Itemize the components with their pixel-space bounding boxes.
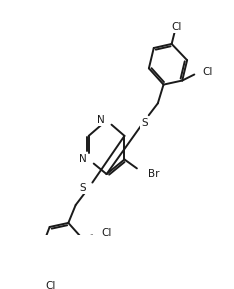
Text: Br: Br <box>148 169 160 179</box>
Text: S: S <box>142 118 148 128</box>
Text: S: S <box>80 183 86 193</box>
Text: Cl: Cl <box>101 229 111 238</box>
Text: Cl: Cl <box>203 66 213 77</box>
Text: N: N <box>79 154 87 164</box>
Text: Cl: Cl <box>171 22 182 32</box>
Text: N: N <box>97 115 105 125</box>
Text: Cl: Cl <box>45 281 56 289</box>
